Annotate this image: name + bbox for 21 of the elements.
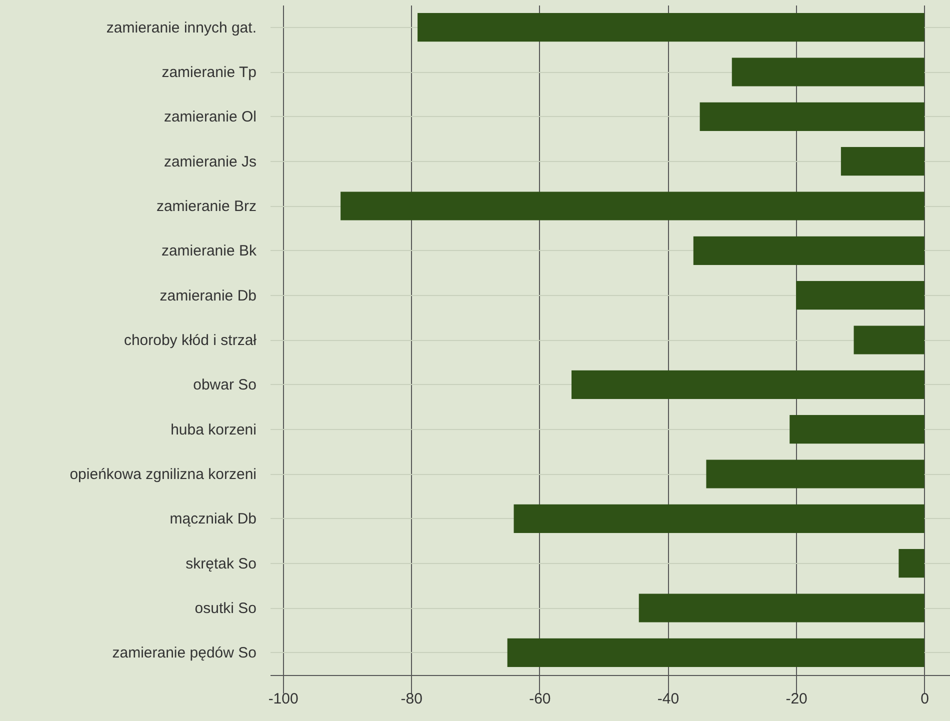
x-tick-label: -80 xyxy=(400,690,422,708)
x-tick-label: -20 xyxy=(786,690,808,708)
y-tick-label: zamieranie Bk xyxy=(161,242,257,260)
x-tick-label: -40 xyxy=(657,690,680,708)
y-tick-label: skrętak So xyxy=(186,555,256,572)
y-tick-label: obwar So xyxy=(193,376,256,394)
y-tick-label: zamieranie Ol xyxy=(164,108,256,126)
y-tick-label: zamieranie Tp xyxy=(162,64,256,81)
x-tick-label: -100 xyxy=(268,690,298,708)
y-tick-label: zamieranie innych gat. xyxy=(106,19,256,36)
y-tick-label: osutki So xyxy=(194,600,256,617)
x-tick-label: -60 xyxy=(529,690,551,708)
y-tick-label: huba korzeni xyxy=(170,421,256,438)
y-tick-label: zamieranie Js xyxy=(164,153,256,170)
y-tick-label: opieńkowa zgnilizna korzeni xyxy=(70,466,256,483)
y-tick-label: zamieranie pędów So xyxy=(112,644,256,662)
y-tick-label: zamieranie Db xyxy=(160,287,256,304)
y-tick-label: mączniak Db xyxy=(170,510,256,528)
y-tick-label: zamieranie Brz xyxy=(156,198,256,215)
y-tick-label: choroby kłód i strzał xyxy=(124,332,258,349)
x-tick-label: 0 xyxy=(920,690,930,708)
